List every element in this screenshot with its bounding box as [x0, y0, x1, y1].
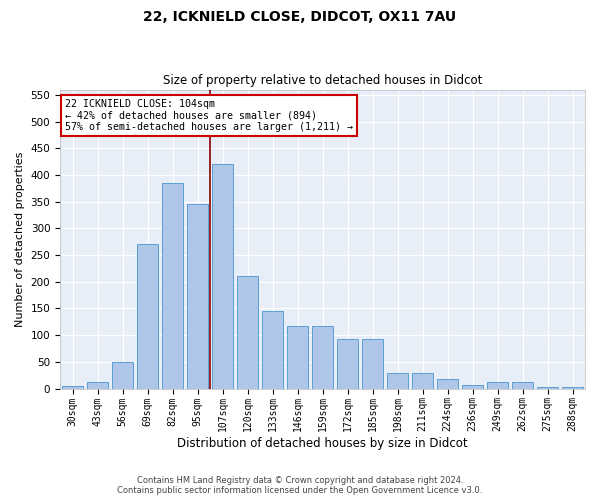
Bar [362, 339, 383, 388]
Bar [112, 362, 133, 388]
Bar [262, 311, 283, 388]
Bar [462, 385, 483, 388]
Text: 22, ICKNIELD CLOSE, DIDCOT, OX11 7AU: 22, ICKNIELD CLOSE, DIDCOT, OX11 7AU [143, 10, 457, 24]
X-axis label: Distribution of detached houses by size in Didcot: Distribution of detached houses by size … [177, 437, 468, 450]
Bar [62, 386, 83, 388]
Bar [137, 244, 158, 388]
Bar [337, 339, 358, 388]
Bar [237, 276, 258, 388]
Bar [87, 382, 108, 388]
Bar [412, 372, 433, 388]
Bar [562, 387, 583, 388]
Bar [287, 326, 308, 388]
Bar [437, 380, 458, 388]
Bar [537, 387, 558, 388]
Bar [162, 183, 183, 388]
Bar [387, 372, 408, 388]
Bar [487, 382, 508, 388]
Text: 22 ICKNIELD CLOSE: 104sqm
← 42% of detached houses are smaller (894)
57% of semi: 22 ICKNIELD CLOSE: 104sqm ← 42% of detac… [65, 98, 353, 132]
Text: Contains HM Land Registry data © Crown copyright and database right 2024.
Contai: Contains HM Land Registry data © Crown c… [118, 476, 482, 495]
Bar [512, 382, 533, 388]
Title: Size of property relative to detached houses in Didcot: Size of property relative to detached ho… [163, 74, 482, 87]
Y-axis label: Number of detached properties: Number of detached properties [15, 152, 25, 326]
Bar [312, 326, 333, 388]
Bar [212, 164, 233, 388]
Bar [187, 204, 208, 388]
